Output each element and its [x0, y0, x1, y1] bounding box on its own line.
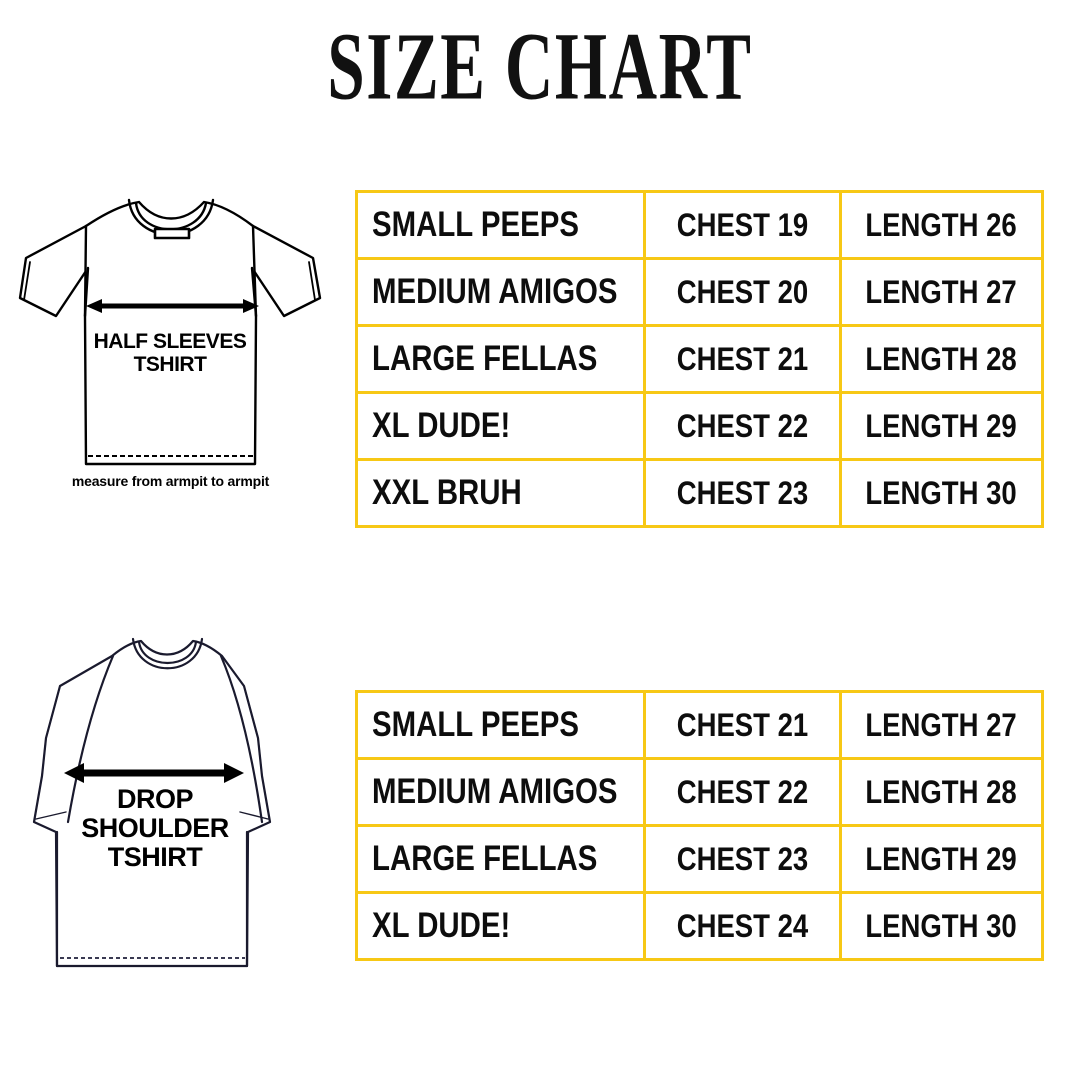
length-cell: LENGTH 27 [839, 257, 1044, 327]
drop-shoulder-label-line1: DROP [116, 784, 194, 814]
page-title: SIZE CHART [327, 12, 753, 120]
chest-cell: CHEST 21 [643, 324, 842, 394]
size-name-cell: XL DUDE! [355, 891, 646, 961]
length-cell: LENGTH 30 [839, 891, 1044, 961]
table-row: MEDIUM AMIGOS CHEST 22 LENGTH 28 [355, 757, 1044, 827]
chest-cell: CHEST 20 [643, 257, 842, 327]
chest-cell: CHEST 21 [643, 690, 842, 760]
size-name-cell: MEDIUM AMIGOS [355, 757, 646, 827]
table-row: LARGE FELLAS CHEST 21 LENGTH 28 [355, 324, 1044, 394]
half-sleeves-caption: measure from armpit to armpit [71, 473, 270, 489]
chest-cell: CHEST 22 [643, 757, 842, 827]
table-row: SMALL PEEPS CHEST 21 LENGTH 27 [355, 690, 1044, 760]
table-row: LARGE FELLAS CHEST 23 LENGTH 29 [355, 824, 1044, 894]
length-cell: LENGTH 29 [839, 391, 1044, 461]
half-sleeves-tshirt-illustration [8, 186, 338, 496]
half-sleeves-label-line1: HALF SLEEVES [93, 330, 247, 353]
chest-cell: CHEST 24 [643, 891, 842, 961]
chest-cell: CHEST 19 [643, 190, 842, 260]
size-name-cell: XL DUDE! [355, 391, 646, 461]
chest-cell: CHEST 22 [643, 391, 842, 461]
length-cell: LENGTH 27 [839, 690, 1044, 760]
size-name-cell: SMALL PEEPS [355, 190, 646, 260]
drop-shoulder-tshirt-illustration [0, 626, 320, 976]
chest-cell: CHEST 23 [643, 458, 842, 528]
table-row: MEDIUM AMIGOS CHEST 20 LENGTH 27 [355, 257, 1044, 327]
table-row: SMALL PEEPS CHEST 19 LENGTH 26 [355, 190, 1044, 260]
table-row: XL DUDE! CHEST 22 LENGTH 29 [355, 391, 1044, 461]
chest-cell: CHEST 23 [643, 824, 842, 894]
length-cell: LENGTH 26 [839, 190, 1044, 260]
half-sleeves-label: HALF SLEEVES TSHIRT [85, 330, 255, 376]
half-sleeves-tshirt-svg [18, 198, 322, 466]
drop-shoulder-size-table: SMALL PEEPS CHEST 21 LENGTH 27 MEDIUM AM… [355, 690, 1044, 961]
length-cell: LENGTH 28 [839, 324, 1044, 394]
size-name-cell: LARGE FELLAS [355, 824, 646, 894]
size-name-cell: LARGE FELLAS [355, 324, 646, 394]
drop-shoulder-tshirt-svg [32, 637, 272, 968]
table-row: XL DUDE! CHEST 24 LENGTH 30 [355, 891, 1044, 961]
drop-shoulder-label-line2: SHOULDER [81, 813, 229, 843]
half-sleeves-label-line2: TSHIRT [133, 353, 207, 376]
table-row: XXL BRUH CHEST 23 LENGTH 30 [355, 458, 1044, 528]
size-name-cell: MEDIUM AMIGOS [355, 257, 646, 327]
drop-shoulder-label: DROP SHOULDER TSHIRT [60, 785, 250, 872]
size-name-cell: SMALL PEEPS [355, 690, 646, 760]
length-cell: LENGTH 29 [839, 824, 1044, 894]
length-cell: LENGTH 30 [839, 458, 1044, 528]
length-cell: LENGTH 28 [839, 757, 1044, 827]
half-sleeves-size-table: SMALL PEEPS CHEST 19 LENGTH 26 MEDIUM AM… [355, 190, 1044, 528]
drop-shoulder-label-line3: TSHIRT [107, 842, 203, 872]
size-name-cell: XXL BRUH [355, 458, 646, 528]
